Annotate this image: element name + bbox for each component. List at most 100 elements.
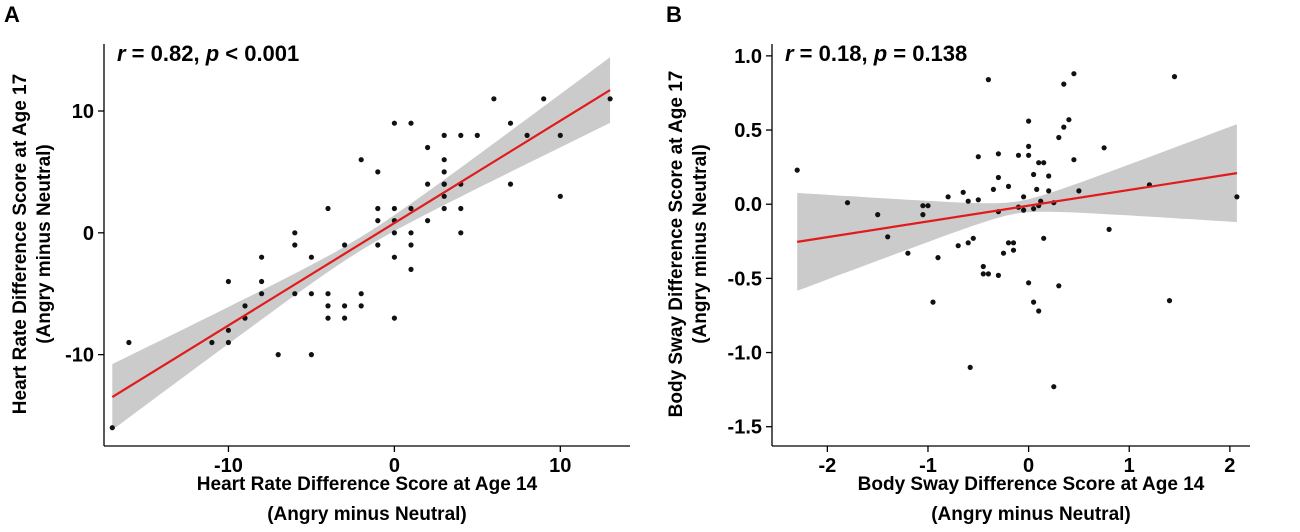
panel-b-data-point [995,151,1002,157]
panel-a-data-point [292,242,298,248]
panel-a-y-tick-label: 10 [72,101,94,123]
panel-a-x-tick-label: 0 [389,455,400,477]
panel-a-data-point [458,205,464,212]
panel-b-data-point [990,186,997,192]
panel-a-regression-line [111,89,611,398]
panel-a-data-point [408,230,414,236]
panel-b-data-point [1071,157,1077,163]
panel-a-data-point [292,291,298,297]
panel-a: A -10 0 10 -10 0 10 r = 0.82, p < 0.001 Heart… [4,2,630,525]
panel-b-x-label-1: Body Sway Difference Score at Age 14 [858,474,1205,495]
panel-b-data-point [920,203,926,209]
panel-b-data-point [1046,188,1052,194]
panel-b-data-point [1026,143,1032,149]
panel-b-data-point [970,235,976,241]
panel-a-stat-p: p [205,41,219,66]
panel-b-data-point [980,263,986,270]
panel-b-x-label-2: (Angry minus Neutral) [931,504,1131,525]
panel-a-x-label-2: (Angry minus Neutral) [267,504,467,525]
panel-a-data-point [308,254,314,260]
panel-b-data-point [1034,186,1040,192]
panel-b-data-point [980,271,986,277]
panel-b-y-tick-label: 1.0 [734,46,762,68]
panel-a-data-point [491,96,497,102]
panel-a-letter: A [4,2,20,27]
panel-b-data-point [967,364,973,370]
panel-b-stat-p-value: = 0.138 [887,41,967,66]
panel-a-data-point [391,315,397,321]
panel-a-data-point [308,291,314,297]
panel-a-data-point [225,278,231,285]
panel-a-data-point [607,96,613,102]
panel-a-data-point [275,352,281,358]
panel-b-data-point [1021,194,1027,200]
panel-a-y-tick-label: 0 [83,223,94,245]
panel-a-data-point [441,157,447,163]
panel-a-data-point [209,339,215,346]
panel-b-data-point [1015,152,1022,158]
panel-a-data-point [507,120,514,126]
panel-b-y-tick-label: -1.5 [728,417,762,439]
panel-a-stat-r: r [117,41,127,66]
panel-a-data-point [325,303,331,309]
panel-b-data-point [1031,206,1037,212]
panel-b-data-point [794,167,800,173]
panel-b-data-point [1071,71,1077,77]
panel-b-y-tick-label: -1.0 [728,343,762,365]
panel-a-data-point [408,120,414,126]
panel-a-x-tick-label: 10 [549,455,571,477]
panel-a-data-point [425,144,431,151]
panel-b-data-point [844,200,851,206]
panel-b-data-point [1076,188,1082,194]
panel-b-data-point [945,194,951,200]
panel-a-data-point [458,230,464,236]
panel-b-data-point [1000,250,1007,256]
panel-a-data-point [441,205,447,212]
panel-a-data-point [425,181,431,187]
panel-a-data-point [391,254,397,260]
panel-a-stat-r-value: = 0.82, [126,41,206,66]
panel-b-regression-line [796,172,1238,243]
panel-a-data-point [507,181,514,187]
panel-b-x-tick-label: 2 [1224,455,1235,477]
panel-a-data-point [308,352,314,358]
panel-b-data-point [1026,152,1032,158]
panel-b-data-point [885,234,891,240]
panel-b-data-point [1046,173,1052,179]
panel-b-data-point [1101,145,1107,151]
panel-a-data-point [225,339,231,346]
panel-b-data-point [1031,171,1037,178]
panel-b-data-point [1021,207,1027,213]
panel-a-data-point [242,303,248,309]
panel-b-data-point [975,154,981,160]
panel-b-data-point [985,271,992,277]
panel-a-x-tick-label: -10 [214,455,243,477]
panel-b-data-point [1056,134,1062,141]
panel-a-data-point [541,96,547,102]
panel-b-data-point [1171,74,1178,80]
panel-a-data-point [458,132,464,138]
panel-a-data-point [474,132,480,138]
panel-a-data-point [292,230,298,236]
panel-b-stat-p: p [873,41,887,66]
panel-b-data-point [975,197,981,203]
panel-b-stat-r: r [785,41,795,66]
panel-b-data-point [1036,160,1042,166]
panel-b-data-point [1056,283,1062,289]
panel-b-data-point [925,203,931,209]
panel-b-data-point [965,240,971,246]
panel-b-data-point [1041,160,1047,166]
panel-b-data-point [1106,226,1112,232]
panel-b-data-point [965,198,971,204]
panel-a-data-point [375,218,381,224]
panel-a-data-point [441,181,447,187]
panel-b-x-tick-label: -1 [919,455,937,477]
panel-b-data-point [905,250,911,256]
panel-b-y-tick-label: 0.5 [734,120,762,142]
panel-a-data-point [391,205,397,212]
panel-a-data-point [259,254,265,260]
panel-a-stat-label: r = 0.82, p < 0.001 [117,41,299,66]
panel-b-data-point [875,212,881,218]
panel-b-data-point [1066,117,1072,123]
